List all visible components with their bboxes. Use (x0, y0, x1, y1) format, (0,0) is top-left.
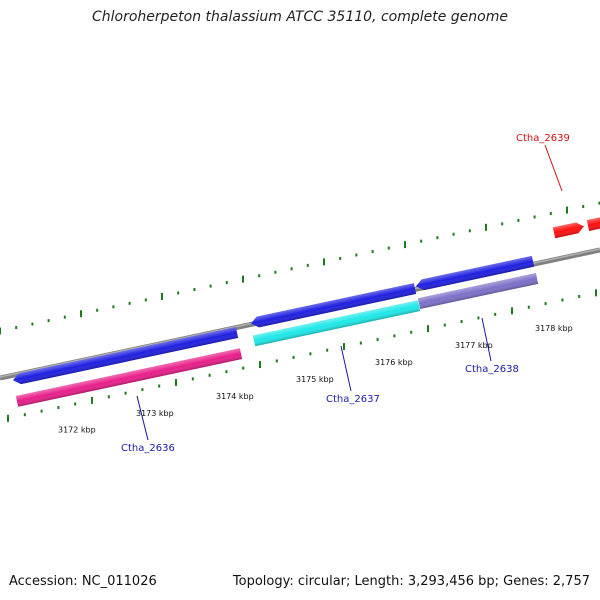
leader-line (340, 345, 352, 392)
feature-track (13, 215, 600, 407)
gene-arrow-2638 (416, 255, 535, 291)
gene-arrow-2636 (13, 327, 239, 385)
leader-line (544, 144, 563, 192)
gene-label[interactable]: Ctha_2639 (516, 133, 570, 144)
scale-labels: 3172 kbp 3173 kbp 3174 kbp 3175 kbp 3176 kbp… (58, 324, 573, 435)
gene-label-leaders: Ctha_2636 Ctha_2637 Ctha_2638 Ctha_2639 (121, 133, 570, 454)
leader-line (136, 395, 149, 441)
scale-label: 3174 kbp (216, 392, 254, 401)
scale-label: 3173 kbp (136, 409, 174, 418)
cds-bar-2636 (15, 348, 243, 407)
gene-label[interactable]: Ctha_2636 (121, 443, 175, 454)
gene-label[interactable]: Ctha_2637 (326, 394, 380, 405)
outer-tick-track (0, 201, 600, 335)
map-title: Chloroherpeton thalassium ATCC 35110, co… (92, 9, 508, 25)
gene-arrow-2637 (251, 283, 417, 328)
accession-text: Accession: NC_011026 (9, 574, 157, 589)
topology-text: Topology: circular; Length: 3,293,456 bp… (232, 574, 590, 589)
leader-line (481, 317, 492, 362)
gene-arrow-2640 (586, 215, 600, 231)
scale-label: 3175 kbp (296, 375, 334, 384)
scale-label: 3178 kbp (535, 324, 573, 333)
scale-label: 3176 kbp (375, 358, 413, 367)
scale-label: 3172 kbp (58, 426, 96, 435)
inner-tick-track (7, 289, 597, 422)
gene-arrow-2639 (552, 222, 585, 239)
cds-bar-2637 (252, 300, 421, 347)
scale-label: 3177 kbp (455, 341, 493, 350)
cds-bar-2638 (417, 273, 539, 309)
gene-label[interactable]: Ctha_2638 (465, 364, 519, 375)
